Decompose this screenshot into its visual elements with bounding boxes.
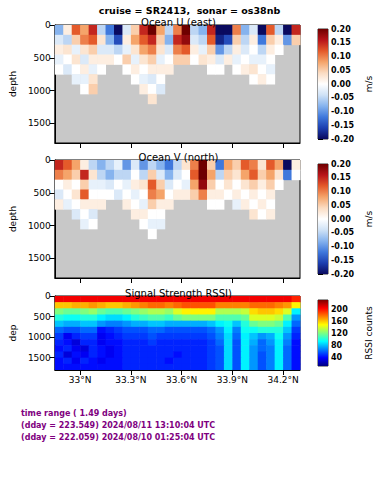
svg-text:0.00: 0.00 bbox=[331, 215, 351, 224]
svg-text:m/s: m/s bbox=[364, 75, 374, 92]
svg-text:0.05: 0.05 bbox=[331, 66, 351, 75]
svg-text:33°N: 33°N bbox=[69, 375, 92, 385]
svg-text:0.00: 0.00 bbox=[331, 80, 351, 89]
svg-text:(dday = 223.549) 2024/08/11 13: (dday = 223.549) 2024/08/11 13:10:04 UTC bbox=[21, 421, 215, 430]
svg-text:500: 500 bbox=[34, 53, 51, 63]
svg-text:1500: 1500 bbox=[28, 118, 51, 128]
svg-text:m/s: m/s bbox=[364, 210, 374, 227]
svg-text:33.6°N: 33.6°N bbox=[166, 375, 197, 385]
svg-text:0.15: 0.15 bbox=[331, 173, 351, 182]
svg-text:1500: 1500 bbox=[28, 253, 51, 263]
svg-text:-0.05: -0.05 bbox=[331, 228, 354, 237]
svg-text:0: 0 bbox=[45, 291, 51, 301]
svg-text:200: 200 bbox=[331, 305, 348, 314]
svg-text:-0.20: -0.20 bbox=[331, 135, 354, 144]
svg-text:RSSI counts: RSSI counts bbox=[364, 306, 374, 360]
svg-text:0.05: 0.05 bbox=[331, 201, 351, 210]
svg-text:40: 40 bbox=[331, 353, 343, 362]
svg-text:80: 80 bbox=[331, 341, 343, 350]
svg-text:34.2°N: 34.2°N bbox=[267, 375, 298, 385]
svg-text:0.10: 0.10 bbox=[331, 52, 351, 61]
svg-text:Signal Strength RSSI): Signal Strength RSSI) bbox=[125, 288, 232, 299]
svg-text:0.15: 0.15 bbox=[331, 38, 351, 47]
svg-text:time range ( 1.49 days): time range ( 1.49 days) bbox=[21, 409, 127, 418]
svg-text:1000: 1000 bbox=[28, 332, 51, 342]
svg-text:0.10: 0.10 bbox=[331, 187, 351, 196]
svg-text:160: 160 bbox=[331, 317, 348, 326]
svg-text:-0.20: -0.20 bbox=[331, 270, 354, 279]
svg-text:Ocean V (north): Ocean V (north) bbox=[139, 152, 219, 163]
svg-text:depth: depth bbox=[8, 206, 18, 232]
svg-text:(dday = 222.059) 2024/08/10 01: (dday = 222.059) 2024/08/10 01:25:04 UTC bbox=[21, 433, 215, 442]
svg-text:-0.10: -0.10 bbox=[331, 107, 354, 116]
svg-text:-0.15: -0.15 bbox=[331, 256, 354, 265]
svg-text:500: 500 bbox=[34, 188, 51, 198]
svg-text:depth: depth bbox=[8, 71, 18, 97]
svg-text:33.3°N: 33.3°N bbox=[115, 375, 146, 385]
svg-text:0.20: 0.20 bbox=[331, 160, 351, 169]
svg-text:0: 0 bbox=[45, 20, 51, 30]
svg-text:-0.10: -0.10 bbox=[331, 242, 354, 251]
svg-text:1000: 1000 bbox=[28, 86, 51, 96]
svg-text:-0.05: -0.05 bbox=[331, 93, 354, 102]
svg-text:cruise = SR2413, sonar = os38: cruise = SR2413, sonar = os38nb bbox=[99, 5, 281, 16]
svg-text:1500: 1500 bbox=[28, 353, 51, 363]
svg-text:500: 500 bbox=[34, 312, 51, 322]
svg-text:1000: 1000 bbox=[28, 221, 51, 231]
svg-text:-0.15: -0.15 bbox=[331, 121, 354, 130]
svg-text:33.9°N: 33.9°N bbox=[217, 375, 248, 385]
svg-text:dep: dep bbox=[8, 324, 18, 341]
svg-text:0: 0 bbox=[45, 155, 51, 165]
svg-text:120: 120 bbox=[331, 329, 348, 338]
svg-text:0.20: 0.20 bbox=[331, 25, 351, 34]
svg-text:Ocean U (east): Ocean U (east) bbox=[141, 17, 216, 28]
